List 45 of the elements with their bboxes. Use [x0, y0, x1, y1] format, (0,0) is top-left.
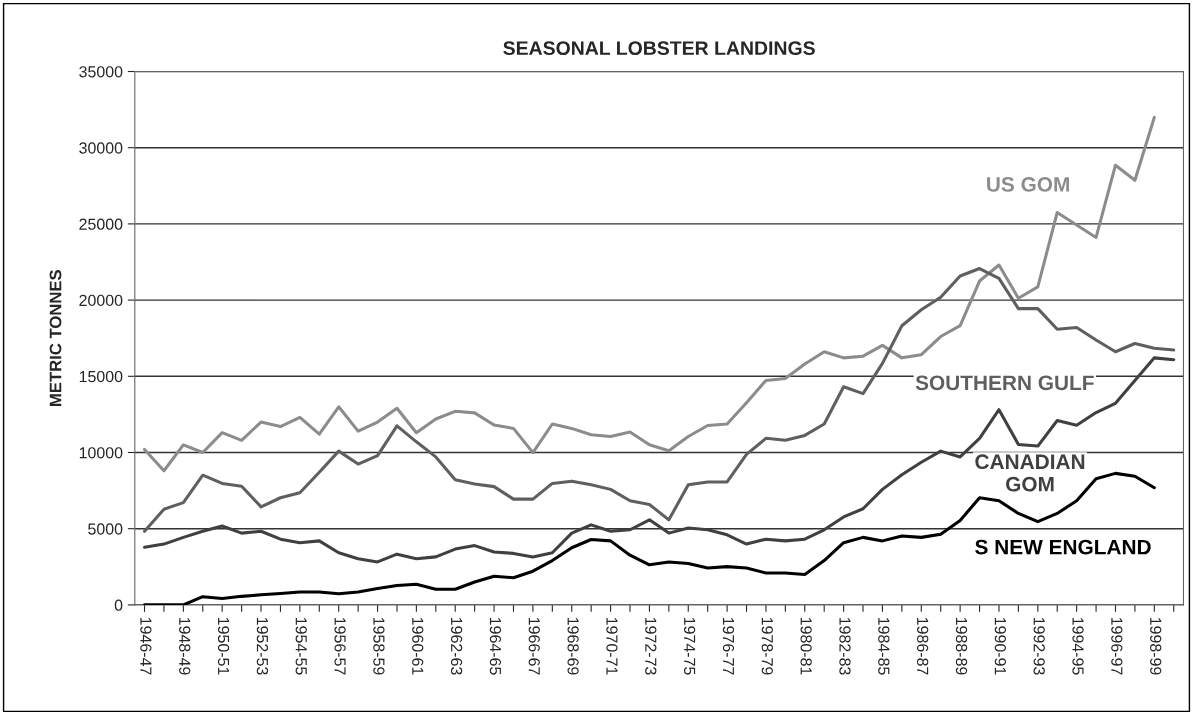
- x-tick-label: 1964-65: [489, 617, 502, 675]
- line-series: [142, 115, 1156, 473]
- y-tick-label: 30000: [79, 142, 123, 154]
- x-tick-label: 1974-75: [683, 617, 696, 675]
- x-tick-label: 1984-85: [878, 617, 890, 675]
- x-tick-label: 1982-83: [839, 617, 851, 675]
- x-tick-label: 1998-99: [1150, 617, 1162, 675]
- x-tick-label: 1994-95: [1072, 617, 1084, 675]
- x-tick-label: 1970-71: [606, 617, 618, 675]
- x-tick-label: 1972-73: [645, 617, 657, 675]
- series-label: SOUTHERN GULF: [915, 375, 1094, 391]
- x-tick-label: 1978-79: [761, 617, 773, 675]
- x-tick-label: 1968-69: [567, 617, 579, 675]
- line-series: [142, 471, 1156, 605]
- x-tick-label: 1958-59: [373, 617, 385, 675]
- x-tick-label: 1992-93: [1033, 617, 1045, 675]
- x-tick-label: 1980-81: [800, 617, 812, 675]
- y-tick-label: 15000: [79, 370, 123, 383]
- x-tick-label: 1976-77: [722, 617, 735, 675]
- x-tick-label: 1950-51: [217, 617, 230, 675]
- series-label: S NEW ENGLAND: [975, 539, 1151, 555]
- series-label: US GOM: [987, 177, 1069, 192]
- line-series: [142, 356, 1176, 564]
- x-tick-label: 1960-61: [412, 617, 424, 675]
- x-tick-label: 1990-91: [994, 617, 1006, 675]
- x-tick-label: 1996-97: [1111, 617, 1123, 675]
- x-tick-label: 1962-63: [450, 617, 463, 675]
- y-tick-label: 5000: [88, 523, 123, 535]
- x-tick-label: 1948-49: [179, 617, 191, 675]
- x-tick-label: 1956-57: [334, 617, 346, 675]
- x-tick-label: 1986-87: [917, 617, 929, 675]
- y-tick-label: 25000: [79, 218, 123, 230]
- chart-title: SEASONAL LOBSTER LANDINGS: [503, 41, 815, 56]
- y-tick-label: 0: [114, 599, 123, 611]
- series-label: CANADIAN GOM: [975, 454, 1085, 492]
- y-tick-label: 35000: [79, 66, 123, 78]
- x-tick-label: 1966-67: [528, 617, 540, 675]
- y-tick-label: 20000: [79, 294, 123, 307]
- x-tick-label: 1946-47: [140, 617, 152, 675]
- y-axis-title: METRIC TONNES: [49, 270, 62, 406]
- x-tick-label: 1988-89: [955, 617, 968, 675]
- line-series: [142, 267, 1176, 533]
- x-tick-label: 1952-53: [256, 617, 269, 675]
- y-tick-label: 10000: [79, 447, 123, 459]
- x-tick-label: 1954-55: [295, 617, 307, 675]
